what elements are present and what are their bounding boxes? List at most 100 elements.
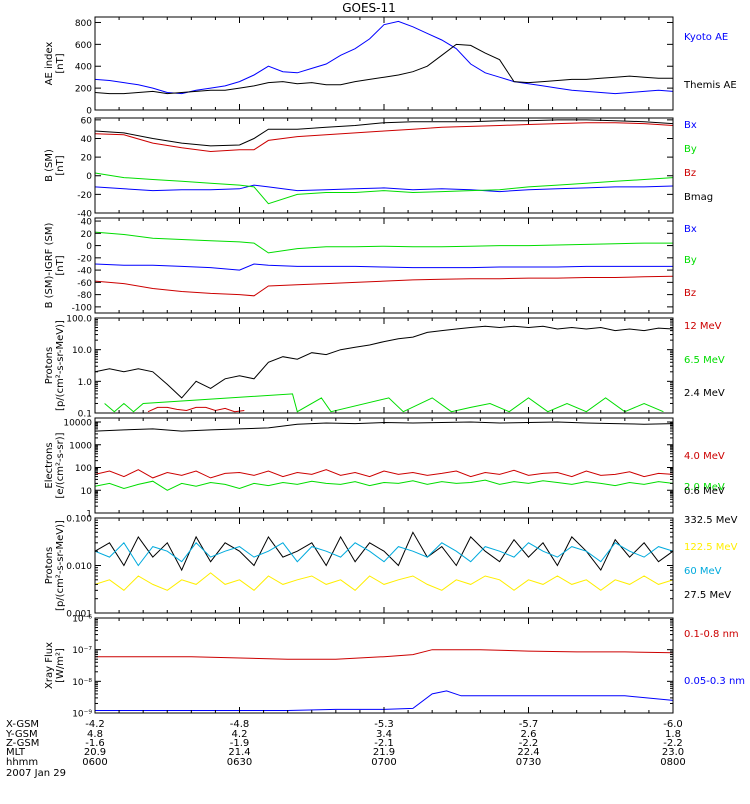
series-line-6-5-mev — [104, 393, 664, 413]
y-tick-label: 1.0 — [78, 378, 93, 388]
panel-xray: 0.1-0.8 nm 0.05-0.3 nm 10⁻⁹ 10⁻⁸ 10⁻⁷ 10⁻⁶ Xra… — [44, 615, 745, 720]
time-row-value: 0730 — [516, 757, 541, 768]
time-row-value: -2.2 — [519, 738, 539, 749]
legend-2-4-mev: 2.4 MeV — [684, 388, 725, 399]
time-row-value: 3.4 — [376, 729, 392, 740]
y-tick-label: 0 — [86, 107, 92, 117]
time-row-value: -5.7 — [519, 719, 539, 730]
y-axis-label-line: Protons — [44, 347, 55, 384]
y-tick-label: -80 — [77, 291, 92, 301]
series-line-bx — [95, 184, 673, 193]
panel-frame — [94, 217, 674, 314]
y-axis-label-line: [W/m²] — [55, 648, 66, 683]
legend-bx: Bx — [684, 224, 697, 235]
y-axis-label-line: [nT] — [55, 255, 66, 275]
time-row-value: -1.9 — [230, 738, 250, 749]
legend-kyoto-ae: Kyoto AE — [684, 32, 728, 43]
time-row-label: hhmm — [6, 757, 38, 768]
panel-protons_lo: 332.5 MeV 122.5 MeV 60 MeV 27.5 MeV 0.001 0.0… — [44, 515, 738, 620]
legend-by: By — [684, 255, 697, 266]
legend-0-05-0-3-nm: 0.05-0.3 nm — [684, 676, 745, 687]
y-tick-label: 400 — [75, 63, 92, 73]
legend-2-0-mev: 2.0 MeV — [684, 482, 725, 493]
series-line-themis-ae — [95, 43, 673, 95]
y-tick-label: 10⁻⁸ — [72, 678, 92, 688]
legend-bz: Bz — [684, 168, 696, 179]
series-line-60-mev — [95, 542, 673, 567]
y-axis-label: AE index[nT] — [44, 42, 66, 86]
legend-12-mev: 12 MeV — [684, 321, 722, 332]
legend-0-6-mev: 0.6 MeV — [684, 486, 725, 497]
series-line-bz — [95, 275, 673, 297]
y-tick-label: 800 — [75, 19, 92, 29]
y-tick-label: 0.010 — [66, 562, 92, 572]
y-tick-label: -20 — [77, 191, 92, 201]
legend-bz: Bz — [684, 288, 696, 299]
y-tick-label: 0.100 — [66, 515, 92, 525]
y-axis-label: B (SM)-IGRF (SM)[nT] — [44, 223, 66, 309]
time-row-label: X-GSM — [6, 719, 39, 730]
series-line-by — [95, 172, 673, 205]
time-row-value: 21.9 — [373, 747, 395, 758]
y-axis-label-line: [nT] — [55, 155, 66, 175]
panel-frame — [94, 617, 674, 714]
y-tick-label: 1 — [86, 510, 92, 520]
y-axis-label-line: [e/(cm²-s-sr)] — [55, 432, 66, 498]
y-tick-label: 600 — [75, 41, 92, 51]
legend-27-5-mev: 27.5 MeV — [684, 590, 731, 601]
legend-4-0-mev: 4.0 MeV — [684, 451, 725, 462]
time-row-value: 0700 — [371, 757, 396, 768]
y-tick-label: 0 — [86, 242, 92, 252]
y-axis-label-line: B (SM)-IGRF (SM) — [44, 223, 55, 309]
y-axis-label-line: [p/(cm²-s-sr-MeV)] — [55, 320, 66, 411]
y-tick-label: -20 — [77, 254, 92, 264]
time-row-value: -1.6 — [85, 738, 105, 749]
legend-332-5-mev: 332.5 MeV — [684, 515, 738, 526]
time-row-value: 20.9 — [84, 747, 106, 758]
y-tick-label: -60 — [77, 279, 92, 289]
time-row-value: -6.0 — [663, 719, 683, 730]
y-tick-label: 20 — [81, 230, 93, 240]
y-tick-label: 10 — [81, 487, 93, 497]
date-label: 2007 Jan 29 — [6, 768, 66, 779]
y-tick-label: -100 — [72, 303, 93, 313]
figure-title: GOES-11 — [342, 1, 396, 15]
y-tick-label: 1000 — [69, 441, 92, 451]
series-line-12-mev — [147, 406, 245, 413]
panel-frame — [94, 16, 674, 111]
y-tick-label: 200 — [75, 85, 92, 95]
legend-122-5-mev: 122.5 MeV — [684, 542, 738, 553]
y-axis-label: Protons[p/(cm²-s-sr-MeV)] — [44, 320, 66, 411]
time-row-value: -2.1 — [374, 738, 394, 749]
y-axis-label-line: B (SM) — [44, 149, 55, 182]
time-row-value: 4.8 — [87, 729, 103, 740]
y-axis-label-line: Electrons — [44, 442, 55, 488]
time-row-value: 0600 — [82, 757, 107, 768]
legend-bx: Bx — [684, 120, 697, 131]
legend-6-5-mev: 6.5 MeV — [684, 355, 725, 366]
time-row-value: 0800 — [660, 757, 685, 768]
time-axis-table: X-GSM -4.2 -4.8 -5.3 -5.7 -6.0 Y-GSM 4.8 4.2 3.4 2… — [5, 719, 686, 768]
panel-b_igrf: Bx By Bz -100 -80 -60 -40 -20 0 20 40 B (SM)-IGRF (… — [44, 217, 697, 314]
panel-frame — [94, 517, 674, 614]
time-row-value: -2.2 — [663, 738, 683, 749]
panel-b_sm: Bx By Bz Bmag -40 -20 0 20 40 60 B (SM)[nT] — [44, 116, 713, 219]
legend-60-mev: 60 MeV — [684, 566, 722, 577]
series-line-bmag — [95, 119, 673, 147]
time-row-value: 1.8 — [665, 729, 681, 740]
y-axis-label-line: [p/(cm²-s-sr-MeV)] — [55, 520, 66, 611]
y-tick-label: 0 — [86, 172, 92, 182]
panel-frame — [94, 417, 674, 514]
y-tick-label: 60 — [81, 116, 93, 126]
y-axis-label-line: Xray Flux — [44, 642, 55, 689]
series-line-122-5-mev — [95, 572, 673, 591]
time-row-value: 0630 — [227, 757, 252, 768]
y-axis-label: Protons[p/(cm²-s-sr-MeV)] — [44, 520, 66, 611]
time-row-value: 4.2 — [232, 729, 248, 740]
series-line-2-4-mev — [95, 325, 673, 399]
y-axis-label-line: Protons — [44, 547, 55, 584]
y-tick-label: -40 — [77, 210, 92, 220]
time-row-label: Z-GSM — [6, 738, 39, 749]
